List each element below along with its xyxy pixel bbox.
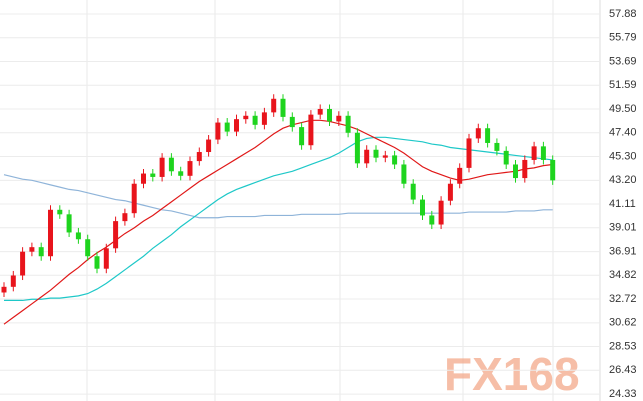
candle-body bbox=[20, 251, 26, 276]
candle-body bbox=[513, 164, 518, 179]
candle-body bbox=[327, 108, 332, 122]
candle-body bbox=[252, 115, 258, 125]
candle-body bbox=[289, 116, 295, 128]
candle-body bbox=[1, 286, 7, 293]
y-tick-label: 28.53 bbox=[609, 340, 637, 352]
y-tick-label: 39.01 bbox=[609, 222, 637, 234]
candle-body bbox=[206, 139, 212, 153]
moving-average-line bbox=[3, 174, 553, 219]
candle-body bbox=[308, 114, 314, 146]
candle-body bbox=[317, 108, 323, 115]
candle-body bbox=[150, 173, 156, 177]
y-tick-label: 55.79 bbox=[609, 32, 637, 44]
y-tick-label: 32.72 bbox=[609, 293, 637, 305]
y-tick-label: 49.50 bbox=[609, 103, 637, 115]
candle-body bbox=[122, 213, 128, 222]
candle-body bbox=[234, 119, 239, 132]
candle-body bbox=[187, 161, 193, 176]
candle-body bbox=[503, 150, 509, 165]
candle-body bbox=[494, 142, 500, 151]
candle-body bbox=[540, 146, 546, 160]
candle-body bbox=[113, 221, 119, 249]
candle-body bbox=[168, 157, 174, 172]
candle-body bbox=[75, 232, 81, 240]
candle-body bbox=[382, 155, 388, 158]
candle-body bbox=[224, 122, 230, 132]
candle-body bbox=[410, 183, 416, 200]
candle-body bbox=[345, 115, 351, 133]
candle-body bbox=[10, 275, 16, 287]
candle-body bbox=[57, 209, 63, 215]
candle-body bbox=[196, 152, 202, 162]
moving-average-line bbox=[4, 136, 553, 302]
candle-body bbox=[466, 138, 472, 168]
y-tick-label: 57.88 bbox=[609, 8, 637, 20]
y-tick-label: 47.40 bbox=[609, 127, 637, 139]
y-tick-label: 53.69 bbox=[609, 55, 637, 67]
candle-body bbox=[475, 128, 481, 139]
candle-body bbox=[261, 112, 267, 125]
candle-body bbox=[141, 173, 146, 184]
candle-body bbox=[336, 115, 342, 122]
y-tick-label: 36.91 bbox=[609, 245, 637, 257]
y-tick-label: 24.33 bbox=[609, 388, 637, 400]
candle-body bbox=[131, 183, 137, 214]
candle-body bbox=[85, 239, 91, 257]
candle-body bbox=[243, 115, 249, 120]
candle-body bbox=[457, 167, 463, 184]
y-tick-label: 51.59 bbox=[609, 79, 637, 91]
candle-body bbox=[522, 159, 528, 179]
candle-body bbox=[354, 132, 360, 164]
candle-body bbox=[271, 98, 277, 113]
candle-body bbox=[373, 149, 379, 158]
candle-body bbox=[299, 127, 305, 146]
candle-body bbox=[94, 256, 100, 269]
y-tick-label: 30.62 bbox=[609, 317, 637, 329]
candle-body bbox=[447, 183, 453, 201]
candle-body bbox=[429, 215, 435, 225]
y-tick-label: 34.82 bbox=[609, 269, 637, 281]
candle-body bbox=[364, 149, 370, 164]
candle-body bbox=[531, 146, 537, 160]
candle-body bbox=[66, 214, 72, 233]
candle-body bbox=[280, 98, 286, 117]
y-tick-label: 26.43 bbox=[609, 364, 637, 376]
candle-body bbox=[392, 155, 398, 165]
watermark: FX168 bbox=[444, 348, 580, 400]
candle-body bbox=[103, 248, 109, 269]
y-tick-label: 43.20 bbox=[609, 174, 637, 186]
candle-body bbox=[438, 200, 444, 225]
candle-body bbox=[215, 122, 221, 140]
candle-body bbox=[420, 199, 425, 216]
candle-body bbox=[48, 209, 53, 257]
candle-body bbox=[485, 128, 491, 143]
y-tick-label: 41.11 bbox=[609, 198, 636, 210]
candle-body bbox=[159, 157, 165, 177]
y-tick-label: 45.30 bbox=[609, 150, 637, 162]
candle-body bbox=[178, 171, 184, 176]
candle-body bbox=[38, 247, 44, 257]
candle-body bbox=[401, 164, 407, 184]
candle-body bbox=[550, 159, 556, 181]
vertical-grid bbox=[86, 0, 554, 401]
candle-body bbox=[29, 247, 35, 252]
